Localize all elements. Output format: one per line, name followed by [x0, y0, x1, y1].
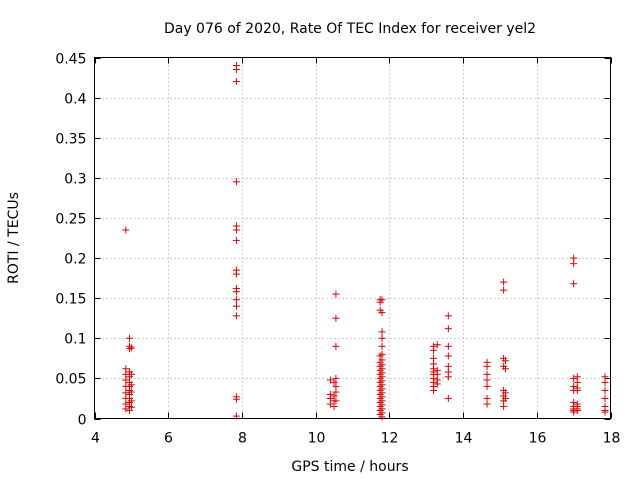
y-tick-label: 0.3 [64, 172, 86, 188]
y-tick-label: 0.15 [55, 292, 86, 308]
data-point [378, 413, 386, 421]
data-point [232, 178, 240, 186]
data-point [122, 226, 130, 234]
data-point [378, 309, 386, 317]
data-point [332, 342, 340, 350]
data-point [501, 357, 509, 365]
data-point [444, 373, 452, 381]
chart-title: Day 076 of 2020, Rate Of TEC Index for r… [164, 21, 536, 37]
data-point [601, 408, 609, 416]
data-point [433, 380, 441, 388]
data-point [444, 352, 452, 360]
data-point [500, 286, 508, 294]
data-point [444, 312, 452, 320]
data-point [232, 78, 240, 86]
data-point [570, 260, 578, 268]
data-point [570, 408, 578, 416]
data-point [122, 405, 130, 413]
data-point [330, 378, 338, 386]
data-point [127, 388, 135, 396]
data-point [601, 394, 609, 402]
data-point [127, 403, 135, 411]
data-point [232, 312, 240, 320]
data-point [127, 381, 135, 389]
x-tick-label: 8 [238, 431, 247, 447]
y-tick-label: 0.35 [55, 132, 86, 148]
data-point [126, 334, 134, 342]
data-point [232, 288, 240, 296]
data-point [326, 400, 334, 408]
x-tick-label: 18 [603, 431, 621, 447]
data-point [444, 342, 452, 350]
data-point [444, 394, 452, 402]
data-point [232, 270, 240, 278]
data-point [332, 290, 340, 298]
x-tick-label: 16 [529, 431, 547, 447]
data-point [232, 302, 240, 310]
data-point [332, 388, 340, 396]
data-point [127, 344, 135, 352]
y-axis-label: ROTI / TECUs [6, 192, 22, 284]
y-tick-label: 0 [78, 413, 87, 429]
data-point [378, 334, 386, 342]
data-point [232, 236, 240, 244]
data-point [232, 395, 240, 403]
data-point [573, 386, 581, 394]
data-point [232, 296, 240, 304]
data-point [483, 400, 491, 408]
data-point [500, 402, 508, 410]
x-tick-label: 10 [308, 431, 326, 447]
x-tick-label: 14 [455, 431, 473, 447]
data-point [483, 382, 491, 390]
x-axis-label: GPS time / hours [291, 459, 408, 475]
data-point [444, 325, 452, 333]
data-point [378, 342, 386, 350]
data-point [127, 397, 135, 405]
data-point [501, 365, 509, 373]
data-point [601, 386, 609, 394]
x-tick-label: 12 [381, 431, 399, 447]
data-point [483, 376, 491, 384]
y-tick-label: 0.4 [64, 92, 86, 108]
data-point [433, 341, 441, 349]
x-tick-label: 6 [164, 431, 173, 447]
data-point [326, 376, 334, 384]
grid [94, 57, 611, 419]
data-point [573, 406, 581, 414]
data-point [332, 374, 340, 382]
data-point [330, 402, 338, 410]
data-point [430, 386, 438, 394]
data-point [126, 406, 134, 414]
y-tick-label: 0.2 [64, 252, 86, 268]
y-tick-label: 0.25 [55, 212, 86, 228]
y-tick-label: 0.05 [55, 372, 86, 388]
data-point [232, 66, 240, 74]
data-point [332, 397, 340, 405]
y-tick-label: 0.45 [55, 52, 86, 68]
data-points [122, 62, 609, 421]
data-point [500, 278, 508, 286]
x-tick-label: 4 [91, 431, 100, 447]
axes: 4 6 8 10 12 14 16 18 0 0.05 0.1 0.15 0.2 0.25 0.3 0.35 0… [55, 52, 620, 447]
data-point [378, 296, 386, 304]
data-point [378, 328, 386, 336]
data-point [232, 226, 240, 234]
data-point [332, 314, 340, 322]
data-point [570, 374, 578, 382]
y-tick-label: 0.1 [64, 332, 86, 348]
data-point [483, 362, 491, 370]
data-point [122, 376, 130, 384]
data-point [127, 370, 135, 378]
plot-frame [94, 57, 611, 419]
data-point [430, 346, 438, 354]
data-point [501, 394, 509, 402]
data-point [570, 280, 578, 288]
data-point [376, 352, 384, 360]
data-point [601, 378, 609, 386]
